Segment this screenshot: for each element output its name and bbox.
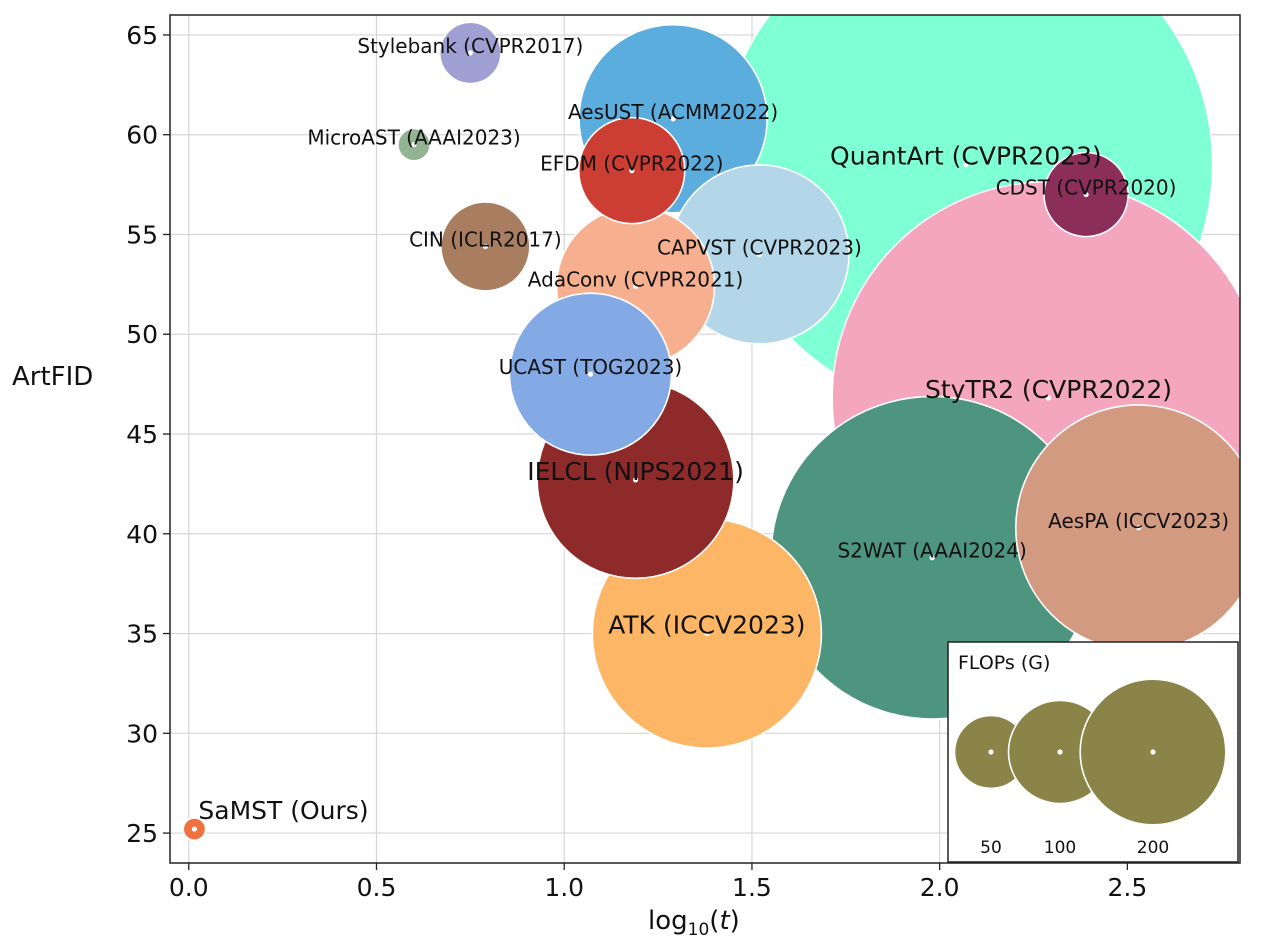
bubble-center-dot <box>1083 191 1089 198</box>
x-axis-label-subscript: 10 <box>687 920 710 941</box>
x-tick-label: 1.5 <box>732 873 772 902</box>
bubbles <box>182 15 1240 842</box>
x-tick-label: 0.0 <box>169 873 209 902</box>
bubble-center-dot <box>670 116 676 122</box>
x-axis-label-open: ( <box>709 906 720 936</box>
y-tick-label: 40 <box>126 520 158 549</box>
legend: FLOPs (G) 50 100 200 <box>947 641 1239 863</box>
y-tick-label: 60 <box>126 121 158 150</box>
bubble-center-dot <box>704 630 710 637</box>
y-tick-label: 35 <box>126 620 158 649</box>
bubble-center-dot <box>632 283 639 289</box>
y-tick-label: 55 <box>126 220 158 249</box>
bubble-label: QuantArt (CVPR2023) <box>830 142 1102 171</box>
bubble-center-dot <box>191 826 198 832</box>
bubble-center-dot <box>482 243 488 250</box>
bubble-center-dot <box>929 555 935 561</box>
bubble-label: AesPA (ICCV2023) <box>1048 509 1229 533</box>
x-axis-label-close: ) <box>729 906 740 936</box>
legend-entry-label: 200 <box>1137 838 1169 858</box>
legend-entry-label: 100 <box>1044 838 1076 858</box>
y-tick-label: 30 <box>126 719 158 748</box>
x-tick-label: 1.0 <box>544 873 584 902</box>
bubble-label: ATK (ICCV2023) <box>608 611 805 640</box>
bubble-label: EFDM (CVPR2022) <box>540 152 723 176</box>
y-tick-label: 25 <box>126 819 158 848</box>
plot-frame <box>169 14 1241 864</box>
bubble-center-dot <box>467 50 473 56</box>
legend-bubble-center-dot <box>1057 749 1063 755</box>
bubble-label: UCAST (TOG2023) <box>499 355 683 379</box>
bubble-center-dot <box>756 251 763 258</box>
y-tick-label: 65 <box>126 21 158 50</box>
bubble-center-dot <box>1136 525 1142 531</box>
legend-entry-label: 50 <box>980 838 1002 858</box>
legend-title: FLOPs (G) <box>958 652 1050 674</box>
x-axis-label: log10(t) <box>648 906 740 940</box>
bubble-label: CDST (CVPR2020) <box>996 176 1177 200</box>
bubble-label: SaMST (Ours) <box>198 796 368 825</box>
x-tick-label: 0.5 <box>357 873 397 902</box>
bubble-label: MicroAST (AAAI2023) <box>307 126 520 150</box>
bubble-center-dot <box>587 371 594 377</box>
x-axis-label-base: log <box>648 906 688 936</box>
bubble-label: CIN (ICLR2017) <box>409 227 562 251</box>
x-tick-label: 2.0 <box>920 873 960 902</box>
bubble-label: IELCL (NIPS2021) <box>527 457 744 486</box>
bubble-label: StyTR2 (CVPR2022) <box>925 375 1172 404</box>
bubble-label: AdaConv (CVPR2021) <box>528 267 743 291</box>
bubble-center-dot <box>632 477 639 483</box>
bubble-label: AesUST (ACMM2022) <box>568 100 778 124</box>
y-tick-label: 45 <box>126 420 158 449</box>
bubble-center-dot <box>411 142 417 148</box>
x-axis-label-var: t <box>719 906 730 936</box>
legend-bubble-center-dot <box>988 749 994 755</box>
axes: 0.0 0.5 1.0 1.5 2.0 2.5 25 30 35 40 45 50 55 60 65 <box>126 14 1241 902</box>
y-axis-label: ArtFID <box>12 362 94 392</box>
bubble-label: CAPVST (CVPR2023) <box>657 235 862 259</box>
x-tick-label: 2.5 <box>1107 873 1147 902</box>
bubble-center-dot <box>629 168 635 174</box>
y-tick-label: 50 <box>126 320 158 349</box>
bubble-center-dot <box>963 162 969 168</box>
legend-bubble-center-dot <box>1150 749 1156 755</box>
bubble-labels: QuantArt (CVPR2023) StyTR2 (CVPR2022) S2WA… <box>198 34 1229 825</box>
bubble-label: S2WAT (AAAI2024) <box>837 539 1026 563</box>
bubble-label: Stylebank (CVPR2017) <box>357 34 583 58</box>
bubble-center-dot <box>1045 395 1052 401</box>
